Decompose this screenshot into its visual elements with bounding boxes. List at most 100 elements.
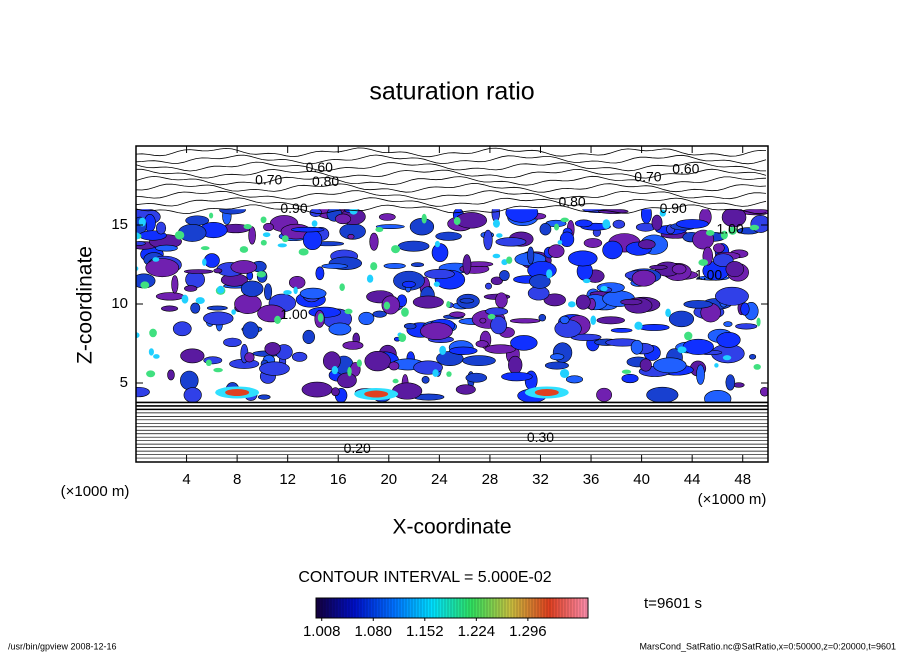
field-blob xyxy=(172,321,192,337)
x-tick-label: 8 xyxy=(233,471,241,488)
field-blob xyxy=(479,317,487,324)
field-blob xyxy=(575,294,591,310)
field-spot xyxy=(432,369,439,377)
contour-label: 1.00 xyxy=(280,306,307,322)
field-spot xyxy=(634,321,643,330)
contour-label: 0.80 xyxy=(312,173,339,189)
field-spot xyxy=(317,313,324,323)
field-spot xyxy=(722,355,732,361)
field-blob xyxy=(431,243,449,263)
contour-label: 1.00 xyxy=(716,220,743,236)
contour-label: 0.60 xyxy=(672,160,699,176)
field-blob xyxy=(653,357,687,374)
field-blob xyxy=(610,327,633,333)
y-axis-label: Z-coordinate xyxy=(74,246,97,364)
field-blob xyxy=(171,275,179,294)
field-spot xyxy=(446,300,451,308)
field-blob xyxy=(574,219,593,228)
field-spot xyxy=(720,230,728,240)
field-blob xyxy=(683,300,713,309)
field-spot xyxy=(181,294,189,304)
field-blob xyxy=(213,268,223,274)
field-blob xyxy=(263,222,274,232)
x-tick-label: 12 xyxy=(279,471,296,488)
field-spot xyxy=(728,226,737,235)
field-blob xyxy=(291,351,308,362)
field-spot xyxy=(756,317,761,327)
field-spot xyxy=(344,308,353,315)
field-spot xyxy=(281,235,289,243)
field-blob xyxy=(167,369,175,381)
field-spot xyxy=(243,224,252,230)
field-spot xyxy=(136,232,140,240)
field-spot xyxy=(567,301,576,308)
field-blob xyxy=(638,239,656,250)
field-blob xyxy=(715,286,749,306)
field-blob xyxy=(347,234,355,240)
colorbar-tick-label: 1.224 xyxy=(458,623,496,640)
field-blob xyxy=(459,298,475,304)
field-blob xyxy=(403,323,417,330)
field-spot xyxy=(208,212,214,219)
field-blob xyxy=(509,318,541,324)
field-blob xyxy=(668,310,695,328)
field-blob xyxy=(244,352,255,363)
field-blob xyxy=(421,376,430,384)
field-blob xyxy=(490,276,503,286)
field-blob xyxy=(559,315,570,325)
field-contour xyxy=(136,183,767,193)
field-blob xyxy=(462,254,472,275)
field-spot xyxy=(557,240,563,245)
field-blob xyxy=(372,310,387,318)
field-blob xyxy=(180,370,199,391)
field-spot xyxy=(684,331,693,341)
field-blob xyxy=(462,355,496,367)
field-blob xyxy=(364,351,391,372)
field-spot xyxy=(554,223,560,231)
field-blob xyxy=(723,321,733,327)
field-blob xyxy=(485,307,509,316)
field-blob xyxy=(602,240,623,260)
field-spot xyxy=(138,217,146,227)
field-spot xyxy=(753,364,761,370)
field-spot xyxy=(698,259,709,266)
field-blob xyxy=(455,384,476,395)
field-spot xyxy=(383,301,391,310)
field-blob xyxy=(495,292,508,309)
contour-label: 0.60 xyxy=(306,159,333,175)
field-blob xyxy=(358,311,375,325)
field-blob xyxy=(539,223,552,236)
field-blob xyxy=(183,387,202,403)
colorbar-tick-label: 1.152 xyxy=(406,623,444,640)
field-blob xyxy=(596,316,625,325)
field-spot xyxy=(140,281,150,289)
field-blob xyxy=(136,386,150,398)
field-spot xyxy=(446,371,452,377)
field-blob xyxy=(630,339,644,355)
field-blob xyxy=(568,250,598,267)
field-blob xyxy=(206,305,228,311)
field-blob xyxy=(288,276,306,289)
field-blob xyxy=(713,243,725,253)
x-tick-label: 36 xyxy=(583,471,600,488)
field-blob xyxy=(449,346,478,355)
field-blob xyxy=(234,293,262,314)
field-blob xyxy=(499,270,510,281)
field-spot xyxy=(546,269,553,279)
y-unit: (×1000 m) xyxy=(61,483,130,500)
field-spot xyxy=(621,369,632,374)
field-blob xyxy=(475,340,489,348)
colorbar-tick-label: 1.080 xyxy=(354,623,392,640)
field-blob xyxy=(331,387,340,397)
field-blob xyxy=(646,386,679,403)
field-blob xyxy=(301,381,333,398)
field-spot xyxy=(202,258,207,266)
field-spot xyxy=(749,224,760,231)
field-blob xyxy=(183,269,214,274)
field-spot xyxy=(421,213,427,224)
field-blob xyxy=(184,285,198,292)
x-unit: (×1000 m) xyxy=(698,491,767,508)
field-blob xyxy=(612,219,626,229)
field-spot xyxy=(705,230,715,236)
field-contour xyxy=(136,147,767,158)
